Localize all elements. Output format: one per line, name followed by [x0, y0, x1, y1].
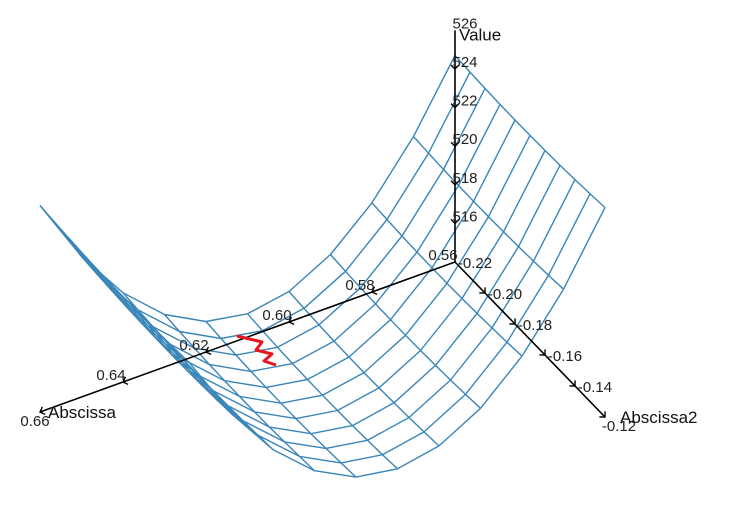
x-axis-tick-label: 0.60: [262, 307, 291, 324]
surface-gridline-y: [174, 193, 591, 464]
surface-gridline-y: [129, 150, 546, 420]
y-axis-tick-label: -0.12: [602, 418, 636, 435]
surface-gridline-x: [39, 205, 191, 364]
x-axis-tick-mark: [122, 376, 129, 386]
z-axis-tick-label: 522: [452, 93, 477, 110]
y-axis-tick-mark: [479, 287, 486, 294]
y-axis-tick-mark: [599, 411, 606, 418]
y-axis-tick-mark: [539, 349, 546, 356]
y-axis-tick-label: -0.22: [458, 255, 492, 272]
optimization-path: [236, 334, 277, 367]
axes: [39, 30, 606, 418]
z-axis-title: Value: [459, 25, 501, 44]
x-axis-tick-label: 0.56: [428, 247, 457, 264]
y-axis-tick-label: -0.20: [488, 286, 522, 303]
x-axis-tick-label: 0.66: [20, 413, 49, 430]
z-axis-tick-label: 524: [452, 54, 477, 71]
z-axis-tick-mark: [450, 64, 460, 70]
z-axis-tick-label: 516: [452, 208, 477, 225]
x-axis-tick-mark: [205, 346, 212, 356]
surface-gridline-y: [39, 55, 456, 323]
z-axis-tick-mark: [450, 180, 460, 186]
surface-gridline-y: [189, 207, 606, 478]
x-axis-tick-label: 0.64: [96, 367, 125, 384]
y-axis-tick-label: -0.16: [548, 348, 582, 365]
z-axis-tick-label: 518: [452, 170, 477, 187]
y-axis-tick-mark: [569, 380, 576, 387]
x-axis-tick-label: 0.62: [179, 337, 208, 354]
z-axis-tick-label: 520: [452, 131, 477, 148]
x-axis-tick-mark: [39, 406, 46, 416]
surface-gridline-y: [54, 71, 471, 340]
x-axis-tick-label: 0.58: [345, 277, 374, 294]
x-axis-tick-mark: [371, 286, 378, 296]
y-axis-tick-mark: [509, 318, 516, 325]
z-axis-tick-label: 526: [452, 15, 477, 32]
x-axis-title: Abscissa: [48, 403, 117, 422]
z-axis-tick-mark: [450, 218, 460, 225]
surface-gridline-y: [159, 179, 576, 450]
y-axis-title: Abscissa2: [620, 408, 697, 427]
surface-gridline-y: [99, 119, 516, 389]
optimization-path-line: [236, 334, 277, 367]
y-axis-line: [454, 261, 606, 418]
y-axis-tick-label: -0.18: [518, 317, 552, 334]
surface-mesh: [39, 55, 606, 478]
surface-gridline-y: [84, 104, 501, 373]
z-axis-tick-mark: [450, 141, 460, 148]
x-axis-tick-mark: [288, 316, 295, 326]
z-axis-tick-mark: [450, 103, 460, 109]
y-axis-tick-label: -0.14: [578, 379, 612, 396]
